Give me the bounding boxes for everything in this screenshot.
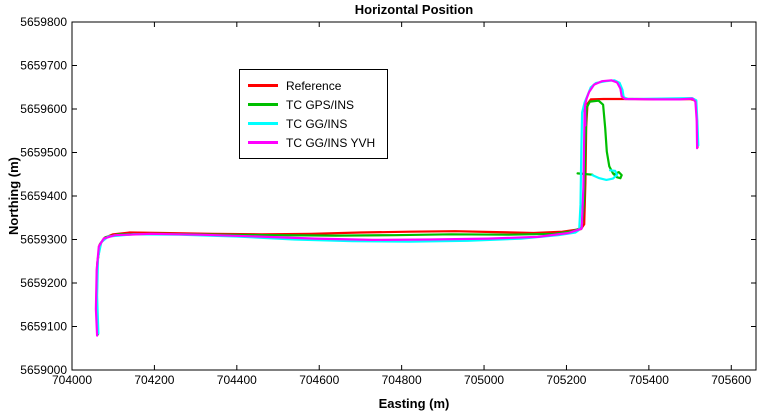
y-tick-label: 5659700 [20,59,67,73]
x-tick-label: 705600 [711,373,751,387]
y-tick-label: 5659300 [20,233,67,247]
y-tick-label: 5659000 [20,363,67,377]
y-tick-label: 5659600 [20,102,67,116]
x-tick-label: 704400 [217,373,257,387]
series-tc-gg-ins-yvh [94,79,699,337]
x-axis-label: Easting (m) [378,396,450,411]
x-tick-label: 704600 [299,373,339,387]
legend-line-swatch [248,122,278,125]
y-tick-label: 5659500 [20,146,67,160]
y-tick-label: 5659200 [20,276,67,290]
legend-label: TC GG/INS YVH [286,135,376,150]
legend-label: TC GG/INS [286,116,348,131]
series-tc-gg-ins [96,79,700,335]
chart-title: Horizontal Position [354,2,474,17]
series-reference [95,97,699,336]
legend-line-swatch [248,103,278,106]
legend-line-swatch [248,141,278,144]
x-tick-label: 705000 [464,373,504,387]
series-group [94,79,700,337]
legend-item-tc-gps-ins: TC GPS/INS [248,95,375,114]
axes-box [71,21,757,371]
legend-line-swatch [248,84,278,87]
x-tick-label: 704800 [382,373,422,387]
legend-label: Reference [286,78,342,93]
legend-item-reference: Reference [248,76,375,95]
y-tick-label: 5659100 [20,320,67,334]
x-tick-label: 704200 [134,373,174,387]
legend-label: TC GPS/INS [286,97,355,112]
y-tick-label: 5659800 [20,15,67,29]
y-tick-label: 5659400 [20,189,67,203]
legend: Reference TC GPS/INS TC GG/INS TC GG/INS YV… [239,69,389,159]
x-tick-label: 705400 [629,373,669,387]
x-tick-label: 704000 [52,373,92,387]
x-tick-label: 705200 [546,373,586,387]
legend-item-tc-gg-ins-yvh: TC GG/INS YVH [248,133,375,152]
legend-item-tc-gg-ins: TC GG/INS [248,114,375,133]
